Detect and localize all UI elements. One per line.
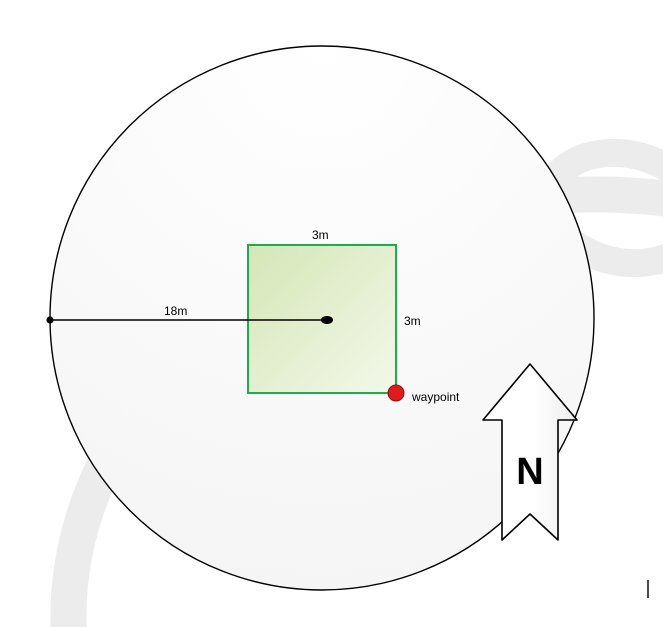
waypoint-marker <box>388 385 404 401</box>
diagram-svg: N <box>0 0 663 627</box>
radius-endpoint-left <box>46 316 53 323</box>
waypoint-label: waypoint <box>412 390 459 404</box>
square-height-label: 3m <box>404 314 421 328</box>
square-width-label: 3m <box>312 228 329 242</box>
diagram-stage: N 18m 3m 3m waypoint <box>0 0 663 627</box>
north-letter: N <box>516 451 543 493</box>
radius-label: 18m <box>164 304 187 318</box>
radius-endpoint-center <box>321 316 333 324</box>
